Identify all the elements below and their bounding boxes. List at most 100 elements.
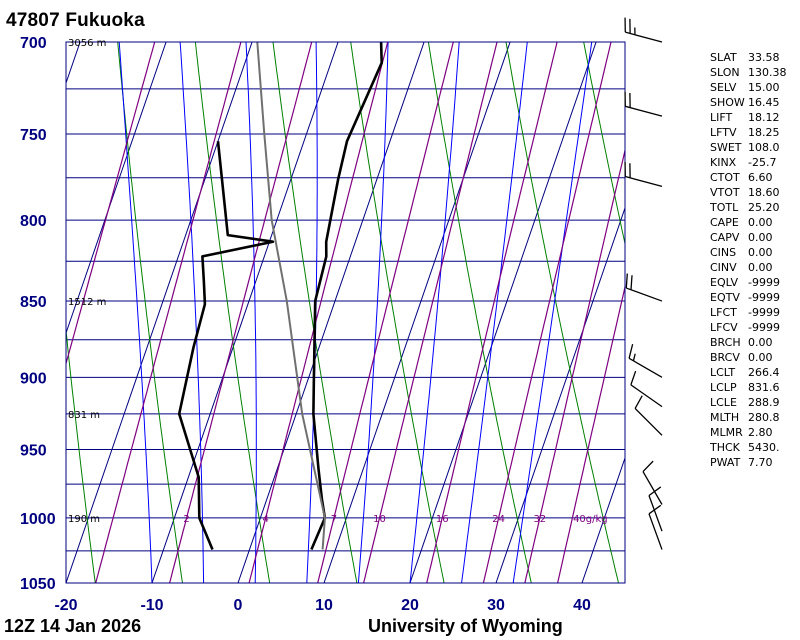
pressure-tick-label: 950	[20, 442, 47, 459]
dry-adiabat	[272, 42, 358, 583]
moist-adiabat	[245, 42, 257, 583]
wind-barb	[624, 91, 663, 117]
index-value: 15.00	[748, 81, 780, 94]
mixing-ratio-line	[557, 284, 625, 583]
index-key: VTOT	[710, 186, 740, 199]
index-value: 7.70	[748, 456, 773, 469]
index-row: MLTH 280.8	[710, 410, 800, 425]
index-key: KINX	[710, 156, 737, 169]
index-value: 288.9	[748, 396, 780, 409]
moist-adiabat	[118, 42, 153, 583]
height-label: 1512 m	[68, 297, 106, 308]
index-row: BRCV 0.00	[710, 350, 800, 365]
wind-barb-flag	[630, 370, 637, 386]
wind-barb	[628, 344, 663, 378]
wind-barb-staff	[625, 105, 663, 117]
index-key: LCLE	[710, 396, 737, 409]
isotherm	[66, 42, 253, 583]
wind-barb	[648, 504, 663, 550]
index-row: KINX -25.7	[710, 155, 800, 170]
index-key: SWET	[710, 141, 742, 154]
index-value: -25.7	[748, 156, 777, 169]
index-key: CINV	[710, 261, 737, 274]
index-row: TOTL 25.20	[710, 200, 800, 215]
mixing-ratio-label: 32	[533, 514, 546, 525]
mixing-ratio-line	[482, 42, 612, 583]
index-key: CINS	[710, 246, 737, 259]
pressure-tick-label: 1050	[20, 576, 56, 593]
wind-barb-staff	[648, 495, 663, 532]
wind-barb-staff	[626, 287, 663, 302]
dry-adiabat	[117, 42, 183, 583]
index-key: MLMR	[710, 426, 743, 439]
dry-adiabat	[427, 42, 532, 583]
wind-barb-staff	[642, 471, 663, 505]
credit-label: University of Wyoming	[368, 616, 563, 636]
dry-adiabat	[505, 42, 619, 583]
isotherm	[237, 42, 425, 583]
index-value: 0.00	[748, 261, 773, 274]
index-value: 280.8	[748, 411, 780, 424]
index-row: BRCH 0.00	[710, 335, 800, 350]
index-key: MLTH	[710, 411, 740, 424]
mixing-ratio-label: 16	[436, 514, 449, 525]
index-value: 25.20	[748, 201, 780, 214]
index-key: THCK	[710, 441, 740, 454]
wind-barb	[630, 370, 663, 408]
index-key: CAPV	[710, 231, 740, 244]
index-row: VTOT 18.60	[710, 185, 800, 200]
parcel-profile	[256, 42, 326, 550]
index-key: LFCV	[710, 321, 738, 334]
index-value: 831.6	[748, 381, 780, 394]
index-value: -9999	[748, 291, 780, 304]
mixing-ratio-label: 10	[373, 514, 386, 525]
plot-area	[66, 42, 625, 583]
index-row: PWAT 7.70	[710, 455, 800, 470]
temperature-tick-label: 0	[234, 597, 243, 614]
index-value: 18.12	[748, 111, 780, 124]
index-row: THCK 5430.	[710, 440, 800, 455]
index-value: 108.0	[748, 141, 780, 154]
index-row: LFTV 18.25	[710, 125, 800, 140]
index-row: LIFT 18.12	[710, 110, 800, 125]
index-row: MLMR 2.80	[710, 425, 800, 440]
index-row: LFCT -9999	[710, 305, 800, 320]
wind-barb	[642, 460, 663, 505]
mixing-ratio-line	[95, 42, 242, 583]
index-value: 18.60	[748, 186, 780, 199]
wind-barb	[624, 17, 663, 43]
index-value: -9999	[748, 306, 780, 319]
mixing-ratio-line	[248, 42, 389, 583]
wind-barb-half-flag	[632, 353, 636, 361]
dry-adiabat	[583, 42, 625, 246]
mixing-ratio-label: 40g/kg	[573, 514, 608, 525]
temperature-tick-label: -20	[54, 597, 77, 614]
mixing-ratio-line	[317, 42, 454, 583]
index-key: SHOW	[710, 96, 745, 109]
dewpoint-profile	[177, 141, 275, 551]
index-key: EQTV	[710, 291, 740, 304]
index-key: LCLP	[710, 381, 737, 394]
temperature-tick-label: 30	[487, 597, 505, 614]
isotherm	[66, 42, 81, 85]
index-value: 16.45	[748, 96, 780, 109]
pressure-tick-label: 750	[20, 127, 47, 144]
index-key: LFTV	[710, 126, 737, 139]
mixing-ratio-line	[426, 42, 558, 583]
index-value: 0.00	[748, 336, 773, 349]
mixing-ratio-label: 24	[492, 514, 505, 525]
wind-barb-staff	[630, 384, 663, 408]
index-row: LFCV -9999	[710, 320, 800, 335]
index-value: 6.60	[748, 171, 773, 184]
isotherm	[409, 42, 597, 583]
moist-adiabat	[512, 42, 593, 583]
pressure-tick-label: 900	[20, 370, 47, 387]
mixing-ratio-line	[169, 42, 313, 583]
index-value: 0.00	[748, 216, 773, 229]
index-key: EQLV	[710, 276, 739, 289]
index-key: LIFT	[710, 111, 733, 124]
index-value: -9999	[748, 321, 780, 334]
index-row: SLAT 33.58	[710, 50, 800, 65]
index-row: LCLT 266.4	[710, 365, 800, 380]
index-value: 266.4	[748, 366, 780, 379]
